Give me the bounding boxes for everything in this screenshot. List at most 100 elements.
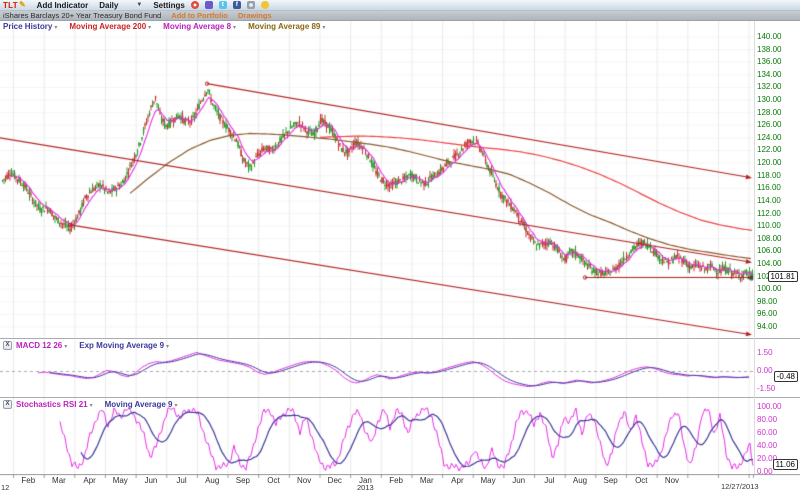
main-price-chart-canvas[interactable] [0,21,754,338]
period-dropdown[interactable]: Daily [99,0,119,10]
price-axis-tick-label: 124.00 [757,132,782,142]
ma89-dropdown[interactable]: Moving Average 89 ▾ [248,22,325,33]
x-axis-month-label: May [480,476,496,485]
price-axis-tick-label: 106.00 [757,246,782,256]
macd-close-button[interactable]: X [3,341,12,350]
price-axis-tick-label: 126.00 [757,120,782,130]
price-axis-tick-label: 114.00 [757,195,781,205]
macd-title: MACD 12 26 [16,341,63,350]
macd-dropdown[interactable]: MACD 12 26 ▾ [16,341,67,352]
price-axis-tick-label: 98.00 [757,296,778,306]
x-axis-month-label: Sep [235,476,250,485]
macd-panel-canvas[interactable] [0,340,754,397]
price-axis-tick-label: 120.00 [757,158,782,168]
instrument-name: iShares Barclays 20+ Year Treasury Bond … [3,11,162,20]
price-axis-tick-label: 134.00 [757,69,782,79]
stoch-axis-tick-label: 40.00 [757,441,778,450]
instrument-bar: iShares Barclays 20+ Year Treasury Bond … [0,11,800,21]
price-axis-tick-label: 116.00 [757,183,781,193]
x-axis-month-label: May [112,476,128,485]
x-axis-month-label: Jun [512,476,526,485]
macd-axis-tick-label: 1.50 [757,348,773,357]
price-axis-tick-label: 96.00 [757,309,778,319]
stoch-title: Stochastics RSI 21 [16,400,88,409]
x-axis-month-label: Mar [419,476,434,485]
x-axis-month-label: Feb [21,476,36,485]
share-googleplus-icon[interactable] [190,1,199,9]
share-email-icon[interactable] [260,1,269,9]
x-axis-month-label: Jan [358,476,372,485]
dropdown-caret-icon: ▾ [89,403,93,409]
stoch-axis-tick-label: 100.00 [757,402,782,411]
share-camera-icon[interactable] [246,1,255,9]
macd-signal-dropdown[interactable]: Exp Moving Average 9 ▾ [79,341,169,352]
stoch-dropdown[interactable]: Stochastics RSI 21 ▾ [16,400,93,411]
stoch-value-box: 11.06 [772,459,798,470]
x-axis-month-label: Aug [572,476,588,485]
ma200-dropdown[interactable]: Moving Average 200 ▾ [69,22,151,33]
x-axis-month-label: Jul [544,476,555,485]
price-axis-tick-label: 138.00 [757,44,782,54]
add-indicator-button[interactable]: Add Indicator [36,0,89,10]
x-axis-month-label: Apr [451,476,464,485]
x-axis-month-label: Oct [267,476,280,485]
x-axis-month-label: Nov [664,476,680,485]
price-axis-tick-label: 110.00 [757,221,781,231]
macd-value-box: -0.48 [773,371,798,382]
price-axis-tick-label: 122.00 [757,145,782,155]
price-axis-tick-label: 108.00 [757,233,782,243]
price-axis-tick-label: 136.00 [757,57,782,67]
stoch-close-button[interactable]: X [3,400,12,409]
macd-axis-tick-label: -1.50 [757,384,776,393]
dropdown-caret-icon: ▾ [174,403,178,409]
price-axis-tick-label: 94.00 [757,321,778,331]
stoch-signal-dropdown[interactable]: Moving Average 9 ▾ [105,400,178,411]
top-toolbar: TLT ✎ Add Indicator Daily ▼ Settings t f [0,0,800,11]
x-axis-month-label: Dec [327,476,342,485]
price-history-dropdown[interactable]: Price History ▾ [3,22,57,33]
stoch-axis-tick-label: 80.00 [757,415,778,424]
x-axis-month-label: Feb [389,476,403,485]
dropdown-caret-icon: ▾ [166,344,170,350]
share-twitter-icon[interactable]: t [218,1,227,9]
dropdown-caret-icon: ▾ [233,25,237,31]
x-axis-month-label: Sep [603,476,618,485]
price-axis-tick-label: 132.00 [757,82,782,92]
x-axis-month-label: Jul [176,476,187,485]
share-facebook-icon[interactable]: f [232,1,241,9]
ma8-dropdown[interactable]: Moving Average 8 ▾ [163,22,236,33]
x-axis-year-label: 2013 [357,483,374,492]
dropdown-caret-icon: ▾ [64,344,68,350]
price-axis-tick-label: 112.00 [757,208,781,218]
main-chart-legend: Price History ▾ Moving Average 200 ▾ Movin… [3,22,325,33]
macd-legend: MACD 12 26 ▾ Exp Moving Average 9 ▾ [16,341,169,352]
symbol-input[interactable]: TLT [3,0,18,10]
drawings-link[interactable]: Drawings [237,11,272,20]
dropdown-caret-icon: ▾ [322,25,326,31]
price-axis-tick-label: 118.00 [757,170,781,180]
add-to-portfolio-link[interactable]: Add to Portfolio [171,11,228,20]
stoch-overlay-label: Moving Average 9 [104,400,173,409]
panel-separator [0,338,800,339]
main-legend-label-3: Moving Average 89 [248,22,321,31]
main-legend-label-0: Price History [3,22,53,31]
dropdown-caret-icon: ▾ [54,25,58,31]
x-axis-month-label: Jun [144,476,158,485]
share-delicious-icon[interactable] [204,1,213,9]
period-dropdown-caret-icon[interactable]: ▼ [136,2,143,8]
stoch-axis-tick-label: 60.00 [757,428,778,437]
axis-divider [754,21,755,474]
settings-button[interactable]: Settings [153,0,185,10]
price-axis-tick-label: 128.00 [757,107,782,117]
x-axis-month-label: Oct [635,476,648,485]
x-axis-month-label: Apr [83,476,96,485]
x-axis-end-date-label: 12/27/2013 [721,482,759,491]
x-axis-month-label: Nov [297,476,312,485]
x-axis-tick-strip [0,474,800,480]
edit-symbol-pencil-icon[interactable]: ✎ [18,0,26,9]
stochastics-panel-canvas[interactable] [0,398,754,474]
price-axis-tick-label: 130.00 [757,95,782,105]
stoch-legend: Stochastics RSI 21 ▾ Moving Average 9 ▾ [16,400,178,411]
x-axis-month-label: Aug [205,476,220,485]
